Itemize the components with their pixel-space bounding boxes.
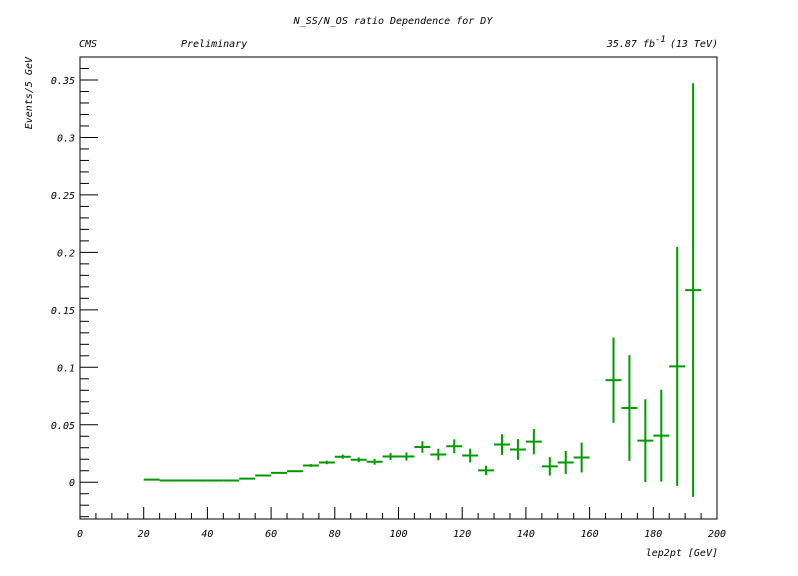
x-tick-label: 20 (138, 529, 150, 540)
data-point (318, 460, 335, 465)
x-tick-label: 160 (581, 529, 599, 540)
data-point (541, 457, 558, 476)
y-tick-label: 0.15 (51, 306, 75, 317)
data-point (350, 457, 367, 462)
x-tick-label: 140 (517, 529, 535, 540)
x-tick-label: 40 (201, 529, 213, 540)
plot-border (79, 56, 718, 520)
y-axis-title: Events/5 GeV (24, 56, 35, 129)
x-tick-label: 120 (453, 529, 471, 540)
data-point (525, 429, 542, 455)
y-tick-label: 0.3 (57, 133, 75, 144)
plot-frame (79, 56, 718, 520)
x-tick-label: 0 (77, 529, 83, 540)
cms-label: CMS (79, 39, 97, 50)
data-point (271, 471, 288, 474)
x-tick-label: 180 (644, 529, 662, 540)
data-point (621, 355, 638, 461)
data-point (287, 470, 303, 473)
x-tick-label: 200 (708, 529, 726, 540)
data-point (462, 448, 479, 463)
y-axis-ticks: 0 0.05 0.1 0.15 0.2 0.25 0.3 0.35 (51, 56, 98, 518)
data-point (366, 458, 383, 465)
y-tick-label: 0.25 (51, 191, 75, 202)
data-point (414, 441, 431, 453)
x-axis-title: lep2pt [GeV] (646, 548, 718, 559)
data-point (685, 83, 702, 497)
y-tick-label: 0.1 (57, 363, 75, 374)
lumi-value: 35.87 fb (606, 39, 655, 50)
x-tick-label: 100 (389, 529, 407, 540)
data-point (509, 439, 526, 460)
data-point (637, 399, 654, 482)
lumi-exponent: -1 (655, 35, 666, 45)
data-point (382, 453, 399, 460)
x-tick-label: 80 (329, 529, 341, 540)
preliminary-label: Preliminary (181, 39, 247, 50)
y-tick-label: 0.35 (51, 76, 75, 87)
data-point (302, 464, 319, 467)
data-point (334, 454, 351, 459)
data-point (573, 442, 590, 473)
y-tick-label: 0 (69, 478, 75, 489)
data-point (557, 450, 574, 474)
x-axis-ticks: 0 20 40 60 80 100 120 140 160 180 200 (77, 507, 726, 540)
data-point (446, 439, 463, 454)
data-point (398, 452, 415, 461)
data-points (143, 83, 702, 497)
data-point (605, 337, 622, 423)
x-tick-label: 60 (265, 529, 277, 540)
lumi-energy: (13 TeV) (670, 39, 718, 50)
data-point (239, 477, 256, 480)
data-point (255, 474, 272, 477)
data-point (430, 448, 447, 461)
data-point (669, 246, 686, 486)
y-tick-label: 0.05 (51, 421, 75, 432)
data-point (653, 389, 670, 482)
y-tick-label: 0.2 (57, 248, 75, 259)
data-point (494, 434, 510, 455)
data-point (478, 465, 495, 475)
lumi-label: 35.87 fb-1 (13 TeV) (606, 35, 718, 50)
chart-title: N_SS/N_OS ratio Dependence for DY (293, 16, 494, 27)
